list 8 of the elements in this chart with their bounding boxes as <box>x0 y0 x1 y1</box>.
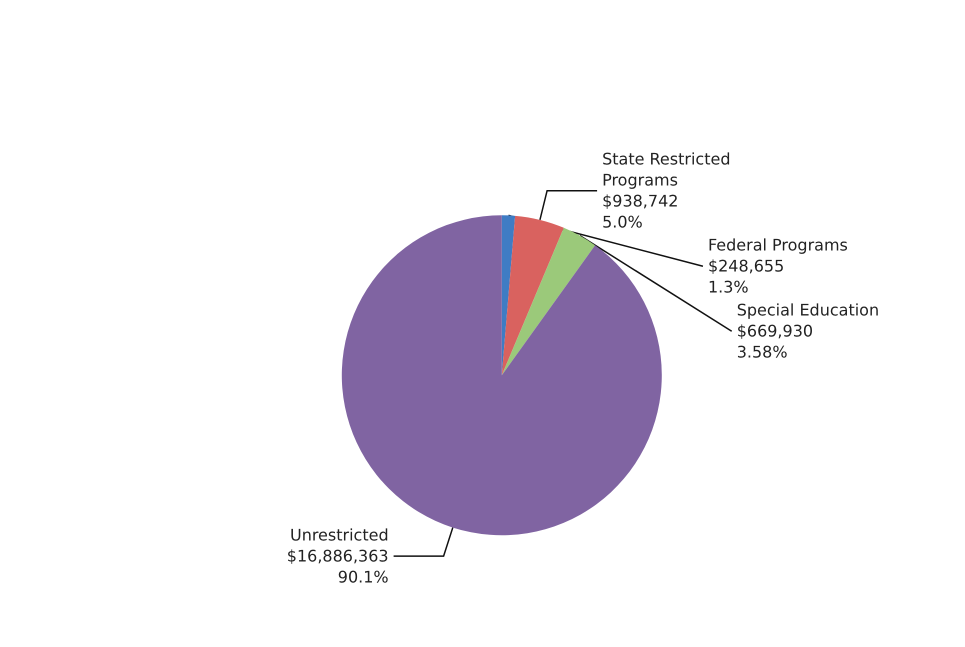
slice-label: Special Education <box>736 300 880 320</box>
data-label: $669,930 3.58% <box>736 322 814 362</box>
slice-label: State Restricted Programs <box>602 150 736 190</box>
data-label: $16,886,363 90.1% <box>286 546 389 587</box>
data-label: $938,742 5.0% <box>602 192 678 232</box>
data-label: $248,655 1.3% <box>708 256 784 297</box>
slice-label: Unrestricted <box>290 526 389 545</box>
slice-label: Federal Programs <box>708 236 848 255</box>
